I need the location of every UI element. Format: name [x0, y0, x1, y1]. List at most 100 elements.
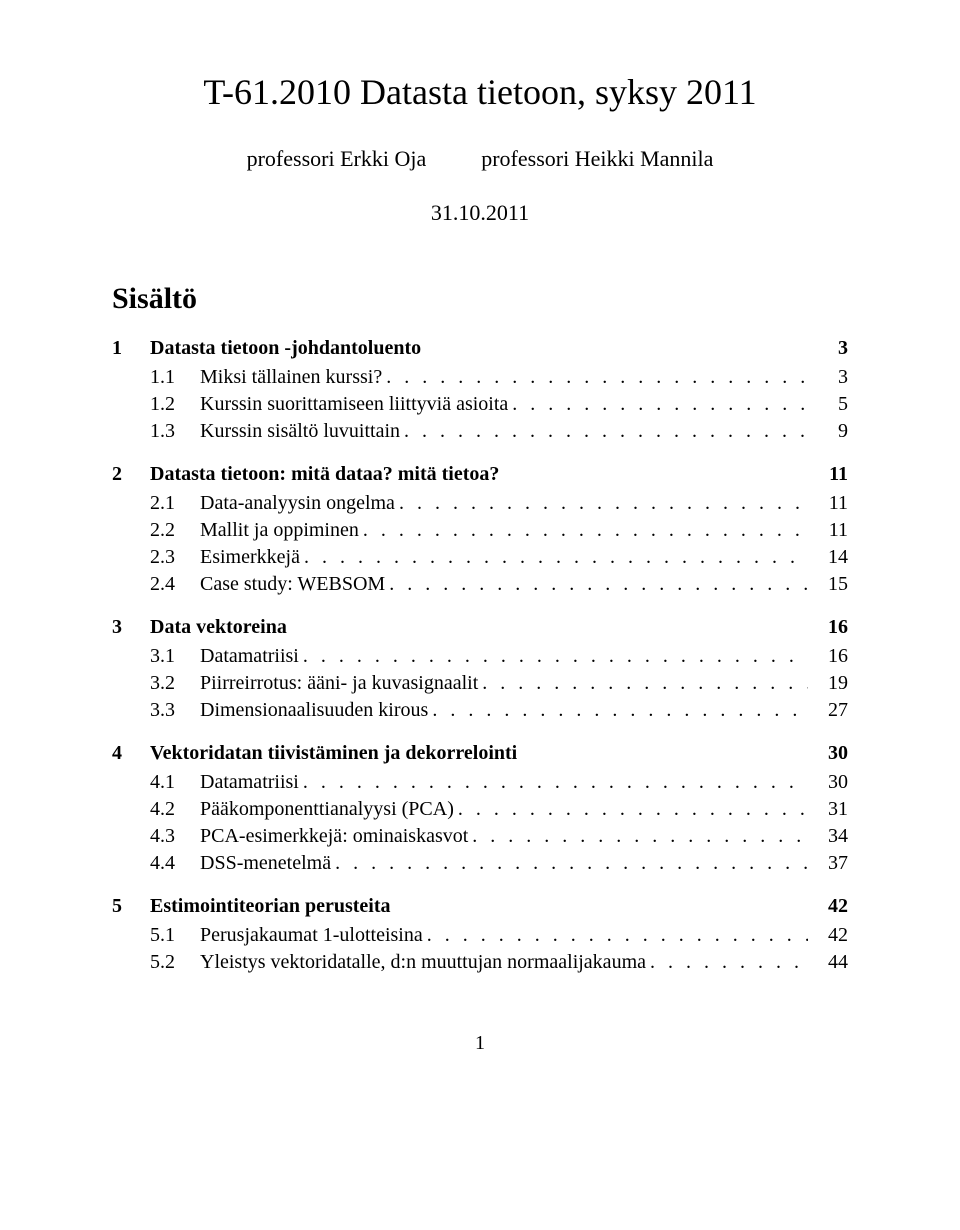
- toc-sub-page: 14: [808, 545, 848, 570]
- toc-sub-page: 44: [808, 950, 848, 975]
- toc-section-title: Data vektoreina: [150, 615, 808, 640]
- toc-leader-dots: . . . . . . . . . . . . . . . . . . . . …: [382, 365, 808, 390]
- toc-subsection-row: 4.4DSS-menetelmä . . . . . . . . . . . .…: [112, 851, 848, 876]
- toc-heading: Sisältö: [112, 280, 848, 318]
- toc-sub-number: 3.2: [150, 671, 200, 696]
- toc-sub-label: Kurssin suorittamiseen liittyviä asioita: [200, 392, 508, 417]
- toc-sub-label: Datamatriisi: [200, 644, 299, 669]
- toc-leader-dots: . . . . . . . . . . . . . . . . . . . . …: [508, 392, 808, 417]
- toc-sub-label: Yleistys vektoridatalle, d:n muuttujan n…: [200, 950, 646, 975]
- toc-leader-dots: . . . . . . . . . . . . . . . . . . . . …: [385, 572, 808, 597]
- toc-sub-page: 30: [808, 770, 848, 795]
- toc-section-page: 30: [808, 741, 848, 766]
- toc-leader-dots: . . . . . . . . . . . . . . . . . . . . …: [646, 950, 808, 975]
- toc-sub-number: 2.3: [150, 545, 200, 570]
- toc-sub-label: Case study: WEBSOM: [200, 572, 385, 597]
- toc-sub-number: 1.1: [150, 365, 200, 390]
- toc-sub-label: Piirreirrotus: ääni- ja kuvasignaalit: [200, 671, 478, 696]
- toc-leader-dots: . . . . . . . . . . . . . . . . . . . . …: [359, 518, 808, 543]
- toc-subsection-row: 2.4Case study: WEBSOM . . . . . . . . . …: [112, 572, 848, 597]
- document-title: T-61.2010 Datasta tietoon, syksy 2011: [112, 70, 848, 115]
- toc-section-head: 5Estimointiteorian perusteita42: [112, 894, 848, 919]
- toc-section-number: 2: [112, 462, 150, 487]
- toc-section-number: 1: [112, 336, 150, 361]
- toc-sub-number: 2.2: [150, 518, 200, 543]
- toc-section-number: 4: [112, 741, 150, 766]
- toc-sub-page: 34: [808, 824, 848, 849]
- toc-section-title: Estimointiteorian perusteita: [150, 894, 808, 919]
- toc-sub-number: 5.1: [150, 923, 200, 948]
- toc-sub-number: 5.2: [150, 950, 200, 975]
- toc-sub-page: 9: [808, 419, 848, 444]
- toc-subsection-row: 2.3Esimerkkejä . . . . . . . . . . . . .…: [112, 545, 848, 570]
- toc-subsection-row: 4.3PCA-esimerkkejä: ominaiskasvot . . . …: [112, 824, 848, 849]
- toc-section: 5Estimointiteorian perusteita425.1Perusj…: [112, 894, 848, 975]
- toc-section-head: 3Data vektoreina16: [112, 615, 848, 640]
- toc-section-number: 3: [112, 615, 150, 640]
- toc-sub-page: 11: [808, 491, 848, 516]
- toc-sub-number: 1.2: [150, 392, 200, 417]
- toc-subsection-row: 1.2Kurssin suorittamiseen liittyviä asio…: [112, 392, 848, 417]
- toc-sub-number: 4.4: [150, 851, 200, 876]
- toc-leader-dots: . . . . . . . . . . . . . . . . . . . . …: [468, 824, 808, 849]
- toc-sub-page: 42: [808, 923, 848, 948]
- toc-section-head: 2Datasta tietoon: mitä dataa? mitä tieto…: [112, 462, 848, 487]
- toc-sub-label: PCA-esimerkkejä: ominaiskasvot: [200, 824, 468, 849]
- toc-section-page: 16: [808, 615, 848, 640]
- toc-section-title: Datasta tietoon -johdantoluento: [150, 336, 808, 361]
- toc-sub-page: 19: [808, 671, 848, 696]
- toc-leader-dots: . . . . . . . . . . . . . . . . . . . . …: [331, 851, 808, 876]
- author-right: professori Heikki Mannila: [481, 146, 713, 171]
- author-left: professori Erkki Oja: [247, 146, 427, 171]
- toc-subsection-row: 4.1Datamatriisi . . . . . . . . . . . . …: [112, 770, 848, 795]
- document-date: 31.10.2011: [112, 199, 848, 227]
- toc-sub-label: Datamatriisi: [200, 770, 299, 795]
- toc-sub-page: 27: [808, 698, 848, 723]
- toc-section: 3Data vektoreina163.1Datamatriisi . . . …: [112, 615, 848, 723]
- toc-sub-label: Pääkomponenttianalyysi (PCA): [200, 797, 454, 822]
- toc-leader-dots: . . . . . . . . . . . . . . . . . . . . …: [299, 770, 808, 795]
- toc-subsection-row: 1.1Miksi tällainen kurssi? . . . . . . .…: [112, 365, 848, 390]
- toc-leader-dots: . . . . . . . . . . . . . . . . . . . . …: [299, 644, 808, 669]
- toc-sub-label: Perusjakaumat 1-ulotteisina: [200, 923, 423, 948]
- toc-section: 1Datasta tietoon -johdantoluento3 1.1Miks…: [112, 336, 848, 444]
- toc-section-number: 5: [112, 894, 150, 919]
- toc-section: 4Vektoridatan tiivistäminen ja dekorrelo…: [112, 741, 848, 876]
- toc-subsection-row: 3.2Piirreirrotus: ääni- ja kuvasignaalit…: [112, 671, 848, 696]
- toc-sub-number: 4.3: [150, 824, 200, 849]
- toc-leader-dots: . . . . . . . . . . . . . . . . . . . . …: [300, 545, 808, 570]
- toc-section-title: Vektoridatan tiivistäminen ja dekorreloi…: [150, 741, 808, 766]
- toc-sub-label: Kurssin sisältö luvuittain: [200, 419, 400, 444]
- toc-sub-page: 31: [808, 797, 848, 822]
- toc-section-page: 11: [808, 462, 848, 487]
- toc-subsection-row: 3.3Dimensionaalisuuden kirous . . . . . …: [112, 698, 848, 723]
- toc-sub-page: 5: [808, 392, 848, 417]
- toc-sub-page: 37: [808, 851, 848, 876]
- toc-subsection-row: 3.1Datamatriisi . . . . . . . . . . . . …: [112, 644, 848, 669]
- toc-sub-number: 2.4: [150, 572, 200, 597]
- toc-subsection-row: 2.2Mallit ja oppiminen . . . . . . . . .…: [112, 518, 848, 543]
- toc-leader-dots: . . . . . . . . . . . . . . . . . . . . …: [454, 797, 808, 822]
- toc-sub-page: 16: [808, 644, 848, 669]
- toc-leader-dots: . . . . . . . . . . . . . . . . . . . . …: [395, 491, 808, 516]
- toc-leader-dots: . . . . . . . . . . . . . . . . . . . . …: [478, 671, 808, 696]
- toc-subsection-row: 4.2Pääkomponenttianalyysi (PCA) . . . . …: [112, 797, 848, 822]
- toc-sub-number: 4.2: [150, 797, 200, 822]
- toc-leader-dots: . . . . . . . . . . . . . . . . . . . . …: [423, 923, 808, 948]
- toc-sub-number: 4.1: [150, 770, 200, 795]
- toc-subsection-row: 1.3Kurssin sisältö luvuittain . . . . . …: [112, 419, 848, 444]
- toc-subsection-row: 5.1Perusjakaumat 1-ulotteisina . . . . .…: [112, 923, 848, 948]
- page-number: 1: [112, 1031, 848, 1056]
- toc-subsection-row: 2.1Data-analyysin ongelma . . . . . . . …: [112, 491, 848, 516]
- toc-sub-label: DSS-menetelmä: [200, 851, 331, 876]
- toc-section-page: 3: [808, 336, 848, 361]
- toc-sub-label: Mallit ja oppiminen: [200, 518, 359, 543]
- toc-subsection-row: 5.2Yleistys vektoridatalle, d:n muuttuja…: [112, 950, 848, 975]
- toc-sub-number: 2.1: [150, 491, 200, 516]
- toc-sub-label: Dimensionaalisuuden kirous: [200, 698, 428, 723]
- toc-sub-number: 3.1: [150, 644, 200, 669]
- toc-section: 2Datasta tietoon: mitä dataa? mitä tieto…: [112, 462, 848, 597]
- toc-section-head: 4Vektoridatan tiivistäminen ja dekorrelo…: [112, 741, 848, 766]
- toc-sub-number: 3.3: [150, 698, 200, 723]
- toc-section-head: 1Datasta tietoon -johdantoluento3: [112, 336, 848, 361]
